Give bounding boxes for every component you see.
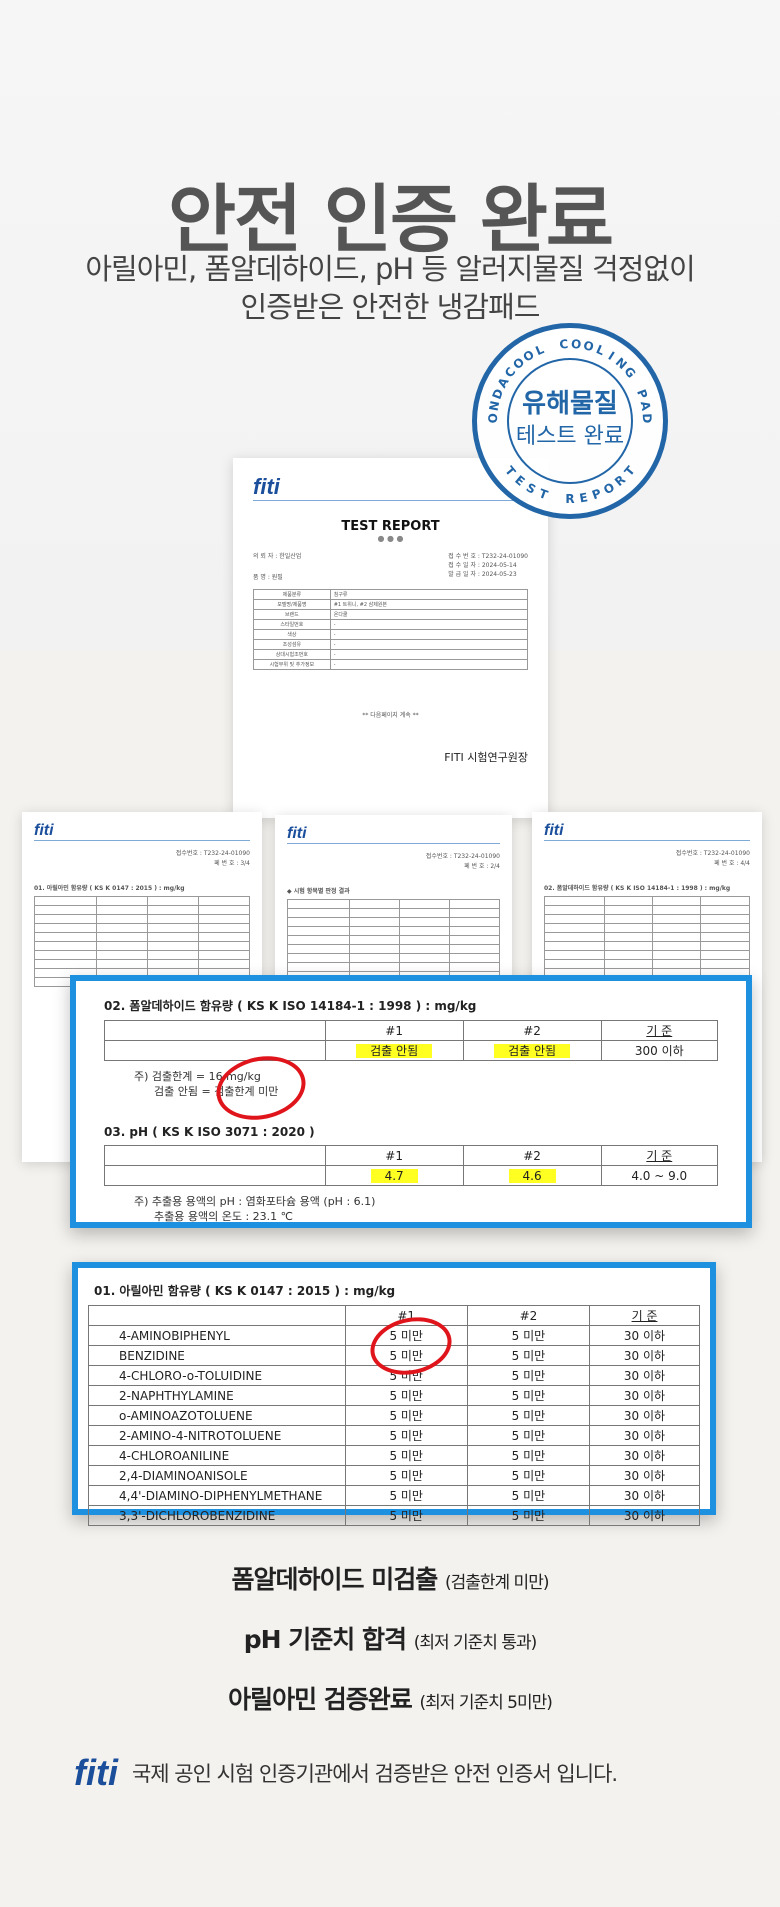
arylamine-heading: 01. 아릴아민 함유량 ( KS K 0147 : 2015 ) : mg/k…	[94, 1284, 396, 1298]
issue-date: 발 급 일 자 : 2024-05-23	[448, 571, 517, 578]
fiti-logo: fiti	[253, 474, 280, 499]
formaldehyde-note-1: 주) 검출한계 = 16 mg/kg	[134, 1070, 261, 1083]
receipt-no: 접수번호 : T232-24-01090	[675, 850, 750, 857]
item: 품 명 : 원필	[253, 574, 283, 581]
formaldehyde-heading: 02. 폼알데하이드 함유량 ( KS K ISO 14184-1 : 1998…	[104, 999, 477, 1013]
ph-table: #1 #2 기 준 4.7 4.6 4.0 ~ 9.0	[104, 1145, 719, 1186]
info-row: 시험부위 및 추가정보 -	[253, 659, 529, 670]
table-row: 4,4'-DIAMINO-DIPHENYLMETHANE 5 미만 5 미만 30 이…	[88, 1485, 700, 1506]
header-divider	[253, 500, 528, 501]
info-row: 상대시험조번호 -	[253, 649, 529, 660]
report-heading: TEST REPORT	[341, 519, 440, 534]
table-row: 2-AMINO-4-NITROTOLUENE 5 미만 5 미만 30 이하	[88, 1425, 700, 1446]
stamp-ring-char: E	[578, 490, 589, 506]
fiti-logo: fiti	[287, 825, 307, 842]
page-title: 안전 인증 완료	[167, 177, 614, 263]
subtitle-line-2: 인증받은 안전한 냉감패드	[240, 290, 541, 324]
stamp-ring-char	[549, 490, 563, 506]
subtitle-line-1: 아릴아민, 폼알데하이드, pH 등 알러지물질 걱정없이	[85, 252, 695, 286]
table-row: o-AMINOAZOTOLUENE 5 미만 5 미만 30 이하	[88, 1405, 700, 1426]
footer-text: 국제 공인 시험 인증기관에서 검증받은 안전 인증서 입니다.	[131, 1762, 618, 1786]
info-row: 색상 -	[253, 629, 529, 640]
summary-ph: pH 기준치 합격 (최저 기준치 통과)	[243, 1625, 538, 1654]
footer: fiti 국제 공인 시험 인증기관에서 검증받은 안전 인증서 입니다.	[74, 1752, 618, 1794]
formaldehyde-ph-highlight-box: 02. 폼알데하이드 함유량 ( KS K ISO 14184-1 : 1998…	[70, 975, 752, 1228]
stamp-line-1: 유해물질	[522, 389, 618, 419]
stamp-inner-ring	[507, 358, 633, 484]
arylamine-table: #1 #2 기 준 4-AMINOBIPHENYL 5 미만 5 미만 30 이하 BENZ…	[88, 1305, 700, 1526]
lab-signature: FITI 시험연구원장	[444, 751, 528, 764]
table-row: 4-AMINOBIPHENYL 5 미만 5 미만 30 이하	[88, 1325, 700, 1346]
formaldehyde-table: #1 #2 기 준 검출 안됨 검출 안됨 300 이하	[104, 1020, 719, 1061]
section-heading: 02. 폼알데하이드 함유량 ( KS K ISO 14184-1 : 1998…	[544, 885, 731, 892]
continued-note: ** 다음페이지 계속 **	[362, 712, 419, 719]
page-no: 페 번 호 : 4/4	[714, 860, 750, 867]
formaldehyde-note-2: 검출 안됨 = 검출한계 미만	[154, 1085, 279, 1098]
table-row: 2-NAPHTHYLAMINE 5 미만 5 미만 30 이하	[88, 1385, 700, 1406]
info-row: 모델명/제품명 #1 트위니, #2 삼제원본	[253, 599, 529, 610]
section-heading: ◆ 시험 항목별 판정 결과	[287, 888, 350, 895]
table-row: 4-CHLOROANILINE 5 미만 5 미만 30 이하	[88, 1445, 700, 1466]
info-row: 스타일번호 -	[253, 619, 529, 630]
table-row: 4-CHLORO-o-TOLUIDINE 5 미만 5 미만 30 이하	[88, 1365, 700, 1386]
section-heading: 01. 아릴아민 함유량 ( KS K 0147 : 2015 ) : mg/k…	[34, 885, 185, 892]
receipt-date: 접 수 일 자 : 2024-05-14	[448, 562, 517, 569]
stamp-ring-char: R	[565, 492, 575, 506]
ph-heading: 03. pH ( KS K ISO 3071 : 2020 )	[104, 1125, 315, 1139]
fiti-logo: fiti	[544, 822, 564, 839]
fiti-logo: fiti	[34, 822, 54, 839]
ph-note-1: 주) 추출용 용액의 pH : 염화포타슘 용액 (pH : 6.1)	[134, 1195, 376, 1208]
summary-formaldehyde: 폼알데하이드 미검출 (검출한계 미만)	[231, 1565, 550, 1594]
report-info-table: 제품분류 침구류 모델명/제품명 #1 트위니, #2 삼제원본 브랜드 온다쿨 스타일번호…	[253, 589, 529, 670]
summary-arylamine: 아릴아민 검증완료 (최저 기준치 5미만)	[228, 1685, 553, 1714]
receipt-no: 접수번호 : T232-24-01090	[175, 850, 250, 857]
ph-note-2: 추출용 용액의 온도 : 23.1 ℃	[154, 1210, 293, 1223]
info-row: 제품분류 침구류	[253, 589, 529, 600]
client: 의 뢰 자 : 한일산업	[253, 553, 302, 560]
receipt-no: 접 수 번 호 : T232-24-01090	[448, 553, 528, 560]
stamp-line-2: 테스트 완료	[515, 424, 625, 449]
table-row: 2,4-DIAMINOANISOLE 5 미만 5 미만 30 이하	[88, 1465, 700, 1486]
table-row: 3,3'-DICHLOROBENZIDINE 5 미만 5 미만 30 이하	[88, 1505, 700, 1526]
info-row: 조성섬유 -	[253, 639, 529, 650]
receipt-no: 접수번호 : T232-24-01090	[425, 853, 500, 860]
fiti-logo: fiti	[74, 1752, 118, 1793]
page-no: 페 번 호 : 2/4	[464, 863, 500, 870]
page-no: 페 번 호 : 3/4	[214, 860, 250, 867]
arylamine-highlight-box: 01. 아릴아민 함유량 ( KS K 0147 : 2015 ) : mg/k…	[72, 1262, 716, 1526]
dots-icon: ● ● ●	[377, 534, 404, 543]
info-row: 브랜드 온다쿨	[253, 609, 529, 620]
